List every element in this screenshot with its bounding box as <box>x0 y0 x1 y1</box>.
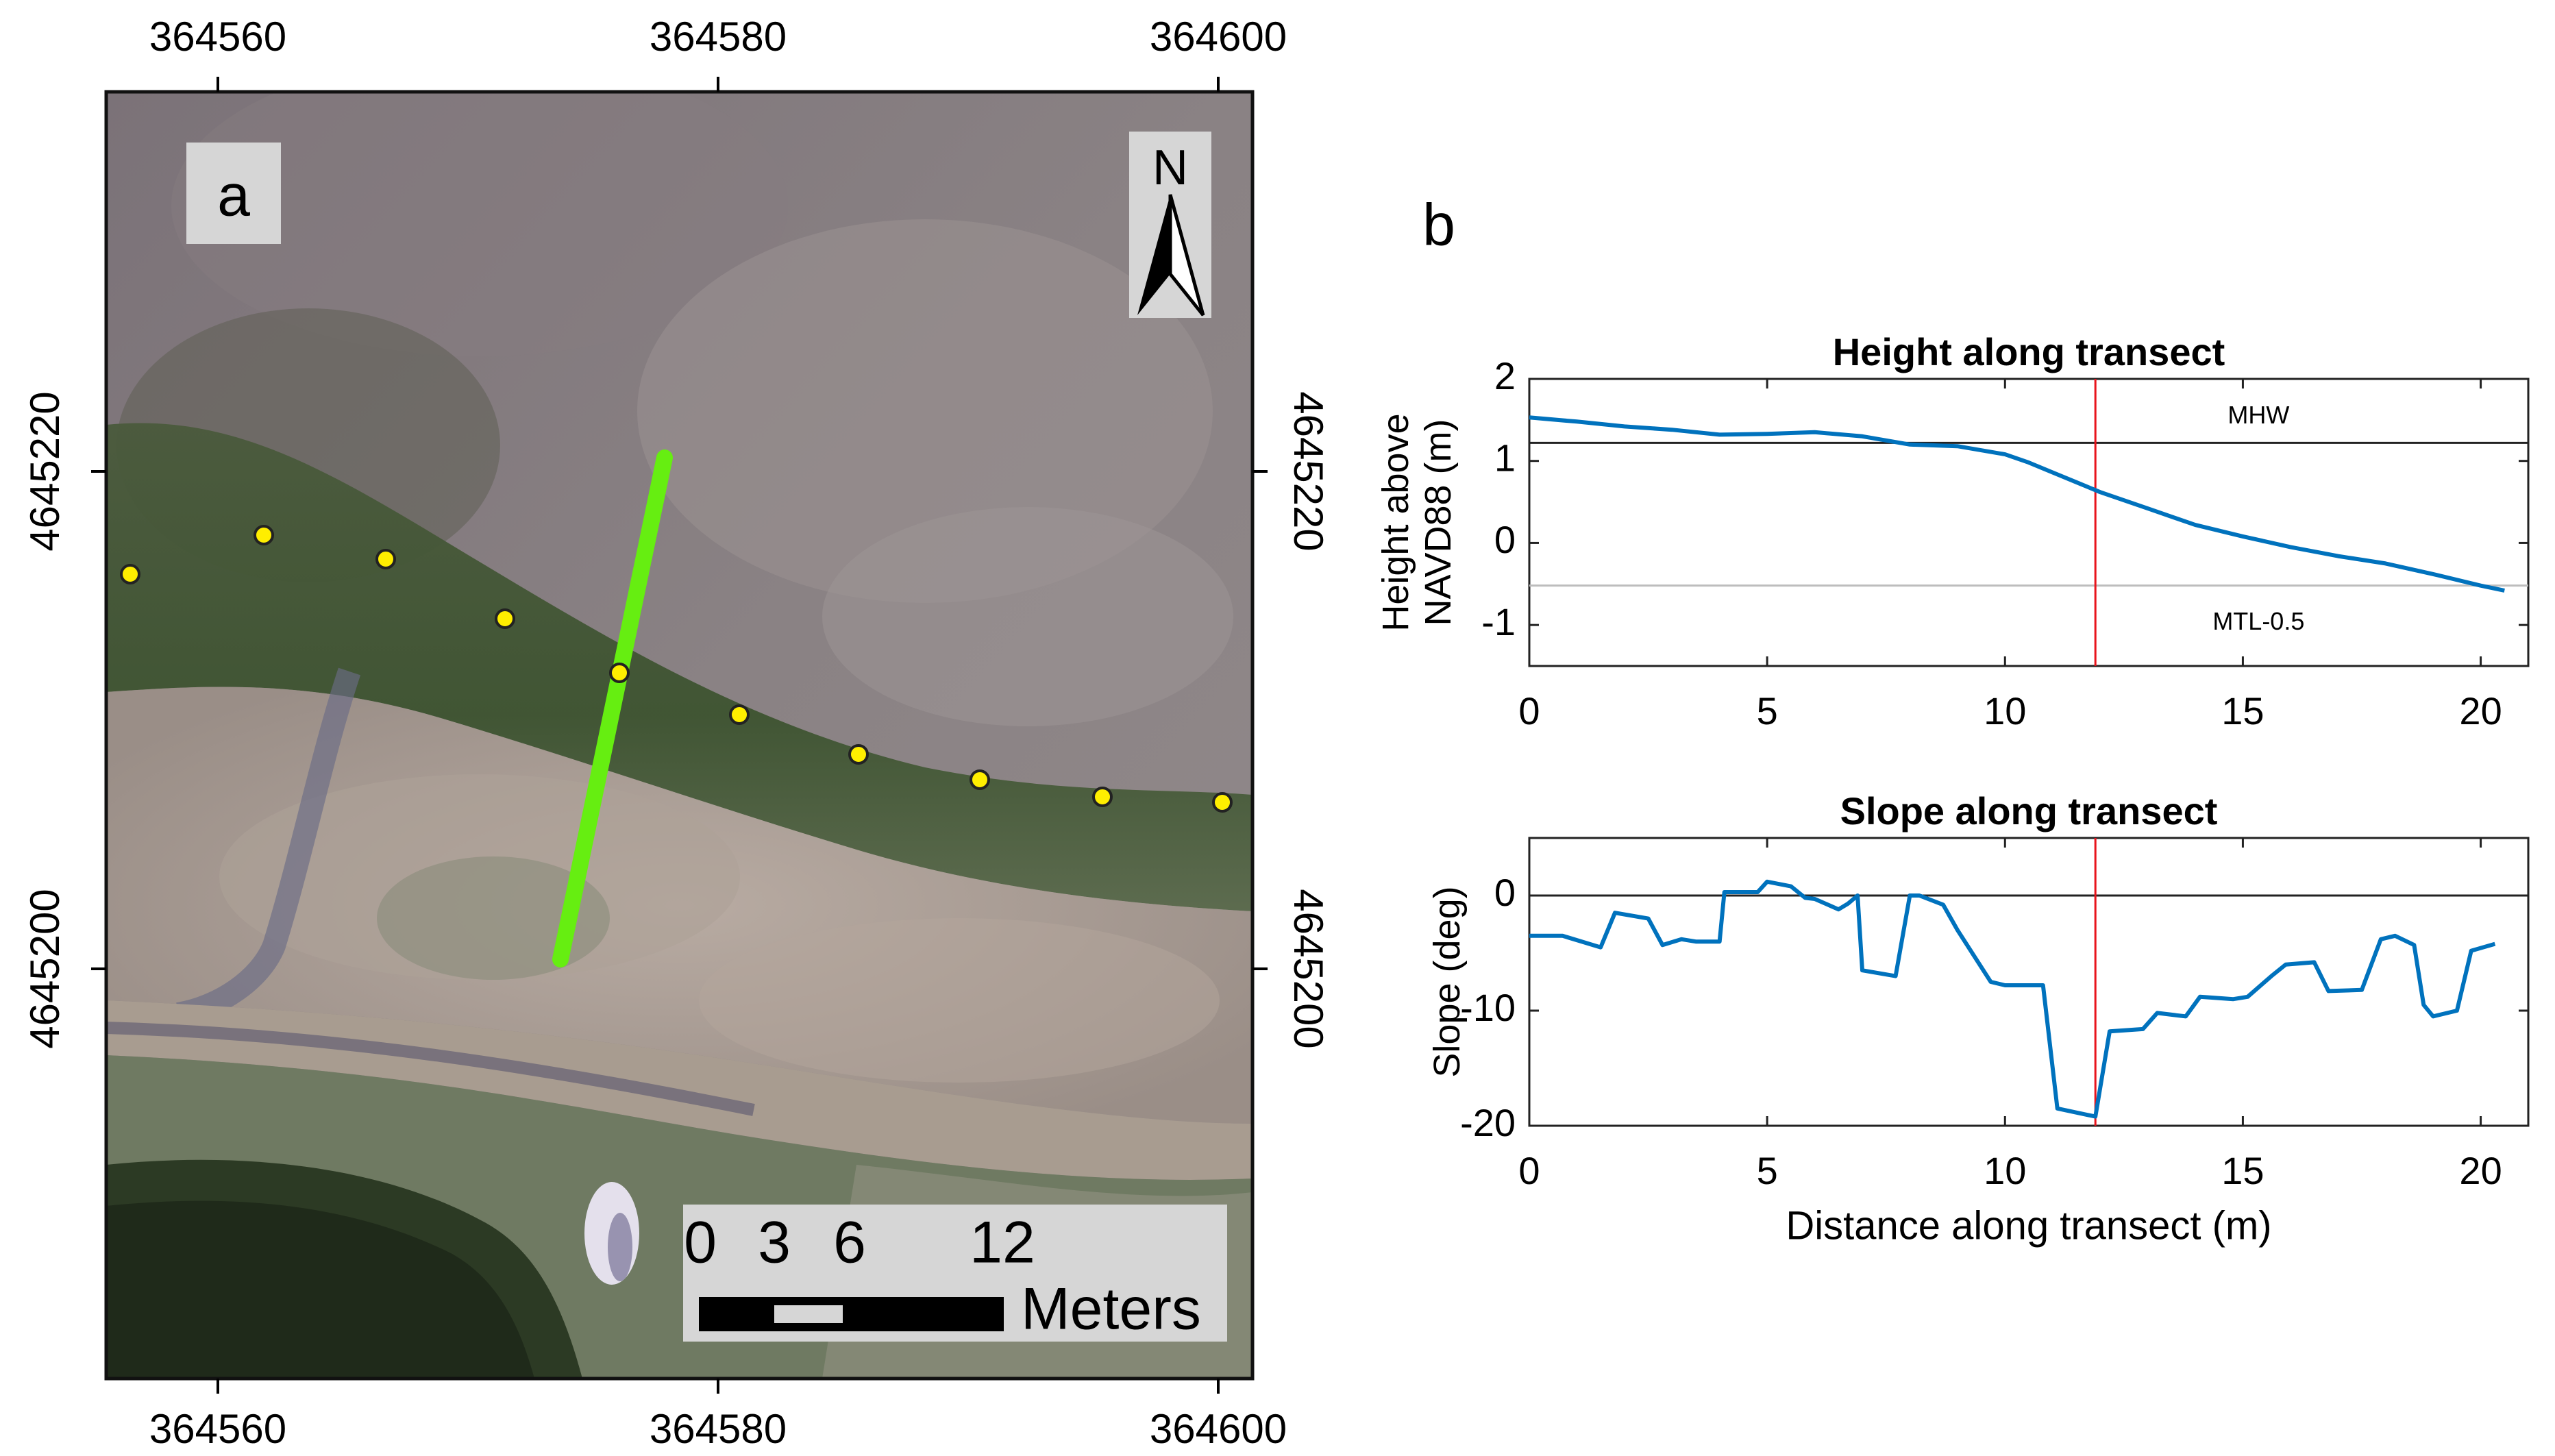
north-arrow: N <box>1129 132 1211 318</box>
x-axis-label: Distance along transect (m) <box>1786 1203 2271 1248</box>
x-tick-label: 10 <box>1984 689 2026 732</box>
map-x-tick-label-top: 364580 <box>650 14 787 60</box>
scale-bar-tick-label: 12 <box>970 1210 1035 1276</box>
shoreline-point <box>848 744 869 765</box>
map-x-tick-label-bottom: 364600 <box>1150 1406 1287 1452</box>
chart-title: Slope along transect <box>1840 789 2218 832</box>
shoreline-point <box>1212 792 1233 813</box>
y-tick-label: -20 <box>1460 1101 1516 1144</box>
map-frame <box>104 90 1255 1381</box>
north-arrow-label: N <box>1152 140 1188 195</box>
map-x-tick-label-bottom: 364580 <box>650 1406 787 1452</box>
scale-bar-graphic <box>699 1297 1004 1331</box>
y-tick-label: -1 <box>1481 600 1516 643</box>
panel-a-label: a <box>217 163 250 229</box>
north-arrow-icon <box>1137 195 1170 315</box>
shoreline-points <box>120 525 1233 813</box>
y-axis-label: Slope (deg) <box>1427 886 1468 1077</box>
x-tick-label: 15 <box>2221 689 2264 732</box>
scale-bar: 0 3 6 12 Meters <box>683 1205 1227 1342</box>
reference-line-label: MHW <box>2227 401 2289 429</box>
x-tick-label: 5 <box>1757 1149 1778 1192</box>
x-tick-label: 0 <box>1518 689 1540 732</box>
map-y-tick-label-left: 4645200 <box>22 889 68 1049</box>
panel-a-label-box: a <box>186 143 281 244</box>
map-axis-ticks: 364560 364560 364580 364580 364600 364600 4645… <box>22 14 1331 1452</box>
reference-line-label: MTL-0.5 <box>2212 607 2304 635</box>
aerial-image <box>106 92 1252 1379</box>
shoreline-point <box>1092 787 1113 807</box>
y-tick-label: 1 <box>1494 436 1516 480</box>
y-tick-label: 2 <box>1494 354 1516 397</box>
x-tick-label: 10 <box>1984 1149 2026 1192</box>
map-x-tick-label-top: 364560 <box>149 14 286 60</box>
x-tick-label: 0 <box>1518 1149 1540 1192</box>
shoreline-point <box>729 704 750 725</box>
map-panel: 364560 364560 364580 364580 364600 364600 4645… <box>22 14 1331 1452</box>
plot-area <box>1528 378 2530 667</box>
y-axis-label: Height aboveNAVD88 (m) <box>1375 413 1459 631</box>
plot-area <box>1528 837 2530 1127</box>
shoreline-point <box>254 525 274 545</box>
shoreline-point <box>120 564 140 584</box>
scale-bar-tick-label: 6 <box>833 1210 866 1276</box>
map-x-tick-label-top: 364600 <box>1150 14 1287 60</box>
map-x-tick-label-bottom: 364560 <box>149 1406 286 1452</box>
y-tick-label: 0 <box>1494 871 1516 914</box>
shoreline-point <box>495 608 515 629</box>
transect-line <box>552 449 673 967</box>
scale-bar-unit: Meters <box>1021 1276 1201 1342</box>
x-tick-label: 5 <box>1757 689 1778 732</box>
scale-bar-tick-label: 0 <box>684 1210 717 1276</box>
scale-bar-tick-label: 3 <box>758 1210 791 1276</box>
series-line <box>1529 415 2505 593</box>
chart-title: Height along transect <box>1833 330 2225 373</box>
shoreline-point <box>375 549 396 569</box>
series-line <box>1529 879 2496 1119</box>
map-y-tick-label-right: 4645220 <box>1285 391 1331 552</box>
x-tick-label: 20 <box>2459 1149 2502 1192</box>
x-tick-label: 15 <box>2221 1149 2264 1192</box>
x-tick-label: 20 <box>2459 689 2502 732</box>
slope-chart: Slope along transect 0 5 10 15 20 0 -10 -20 Slope… <box>1427 789 2530 1248</box>
map-y-tick-label-right: 4645200 <box>1285 889 1331 1049</box>
y-tick-label: -10 <box>1460 986 1516 1029</box>
shoreline-point <box>970 769 990 790</box>
shoreline-point <box>609 663 630 683</box>
panel-b-label: b <box>1422 193 1455 258</box>
map-y-tick-label-left: 4645220 <box>22 391 68 552</box>
y-tick-label: 0 <box>1494 518 1516 561</box>
